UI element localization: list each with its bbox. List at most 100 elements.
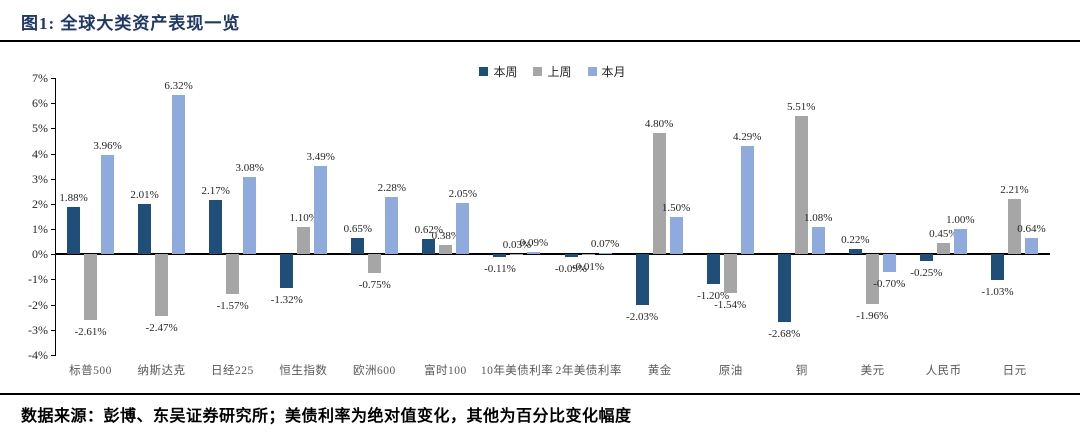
value-label-本周-欧洲600: 0.65% — [343, 222, 373, 235]
bar-上周-2年美债利率 — [581, 254, 595, 256]
bar-本月-欧洲600 — [385, 196, 399, 255]
y-tick-mark — [51, 254, 56, 256]
value-label-本月-标普500: 3.96% — [93, 139, 122, 152]
bar-上周-标普500 — [84, 254, 98, 320]
value-label-上周-纳斯达克: -2.47% — [145, 322, 178, 335]
value-label-上周-日经225: -1.57% — [216, 299, 249, 312]
x-axis-label-text: 标普500 — [69, 365, 112, 377]
bar-本周-恒生指数 — [280, 254, 294, 288]
bar-本周-10年美债利率 — [493, 254, 507, 258]
x-axis-label-黄金: 黄金 — [624, 362, 695, 378]
value-label-本周-富时100: 0.62% — [414, 223, 444, 236]
bar-上周-纳斯达克 — [155, 254, 169, 317]
y-tick-label: 5% — [32, 121, 48, 136]
value-label-本月-纳斯达克: 6.32% — [164, 80, 193, 93]
x-axis-label-人民币: 人民币 — [908, 362, 979, 378]
value-label-本月-欧洲600: 2.28% — [377, 181, 407, 194]
y-tick-mark — [51, 279, 56, 281]
zero-axis-line — [55, 253, 1050, 256]
x-axis-label-纳斯达克: 纳斯达克 — [126, 362, 197, 378]
value-label-本月-黄金: 1.50% — [661, 201, 691, 214]
x-axis-labels: 标普500 纳斯达克 日经225 恒生指数 欧洲600 富时100 10年美债利率 2年美债利… — [55, 362, 1050, 378]
value-label-上周-人民币: 0.45% — [929, 227, 958, 240]
bar-上周-铜 — [794, 115, 808, 255]
x-axis-label-原油: 原油 — [695, 362, 766, 378]
legend-label: 本周 — [493, 65, 518, 79]
x-axis-label-铜: 铜 — [766, 362, 837, 378]
bar-本月-原油 — [740, 146, 754, 255]
value-label-本月-2年美债利率: 0.07% — [590, 237, 620, 250]
y-axis-line — [55, 78, 56, 355]
value-label-本周-黄金: -2.03% — [626, 311, 659, 324]
bar-上周-黄金 — [652, 133, 666, 255]
bar-上周-美元 — [865, 254, 879, 304]
value-label-上周-恒生指数: 1.10% — [289, 211, 318, 224]
y-tick-label: 3% — [32, 171, 48, 186]
bar-本月-2年美债利率 — [598, 252, 612, 255]
legend: 本周 上周 本月 — [55, 63, 1050, 80]
x-axis-label-text: 黄金 — [647, 365, 672, 377]
bar-本月-10年美债利率 — [527, 252, 541, 255]
y-tick-mark — [51, 103, 56, 105]
x-axis-label-text: 富时100 — [423, 365, 467, 377]
x-axis-label-text: 原油 — [718, 365, 743, 377]
x-axis-label-恒生指数: 恒生指数 — [268, 362, 339, 378]
bar-本月-美元 — [882, 254, 896, 272]
bar-上周-恒生指数 — [297, 226, 311, 255]
y-tick-label: 0% — [32, 247, 48, 262]
value-label-上周-美元: -1.96% — [856, 309, 889, 322]
bar-本月-铜 — [811, 227, 825, 255]
y-tick-mark — [51, 128, 56, 130]
value-label-上周-2年美债利率: -0.01% — [571, 260, 605, 273]
bar-本周-富时100 — [422, 238, 436, 255]
bar-本周-日元 — [990, 254, 1004, 281]
bar-上周-日经225 — [226, 254, 240, 294]
bar-上周-人民币 — [936, 242, 950, 255]
y-tick-label: 6% — [32, 96, 48, 111]
bar-本周-原油 — [706, 254, 720, 285]
y-tick-mark — [51, 355, 56, 356]
bar-上周-欧洲600 — [368, 254, 382, 274]
bar-上周-日元 — [1007, 198, 1021, 255]
value-label-本周-纳斯达克: 2.01% — [130, 188, 159, 201]
bar-本月-标普500 — [101, 154, 115, 255]
bar-本周-纳斯达克 — [138, 203, 152, 255]
bar-本周-人民币 — [919, 254, 933, 261]
bar-本周-铜 — [777, 254, 791, 322]
y-tick-mark — [51, 329, 56, 331]
x-axis-label-10年美债利率: 10年美债利率 — [481, 362, 554, 378]
title-divider-line — [0, 40, 1080, 42]
x-axis-label-欧洲600: 欧洲600 — [339, 362, 410, 378]
figure-title: 图1: 全球大类资产表现一览 — [21, 14, 241, 33]
x-axis-label-text: 铜 — [795, 365, 808, 377]
x-axis-label-text: 2年美债利率 — [555, 365, 622, 377]
legend-label: 上周 — [547, 65, 572, 79]
value-label-上周-欧洲600: -0.75% — [358, 279, 391, 292]
bar-本周-美元 — [848, 248, 862, 255]
bar-本月-黄金 — [669, 216, 683, 255]
legend-swatch-icon — [533, 67, 543, 76]
value-label-本月-铜: 1.08% — [804, 212, 833, 225]
bar-本周-日经225 — [209, 199, 223, 255]
value-label-本周-铜: -2.68% — [768, 327, 801, 340]
bar-上周-10年美债利率 — [510, 253, 524, 255]
footer-divider-line — [0, 393, 1080, 395]
legend-item-本周: 本周 — [479, 63, 517, 80]
x-axis-label-日经225: 日经225 — [197, 362, 268, 378]
y-tick-mark — [51, 78, 56, 79]
source-note: 数据来源：彭博、东吴证券研究所；美债利率为绝对值变化，其他为百分比变化幅度 — [21, 408, 632, 425]
value-label-本周-2年美债利率: -0.09% — [554, 262, 588, 275]
value-label-上周-黄金: 4.80% — [644, 118, 674, 131]
y-tick-label: 4% — [32, 146, 48, 161]
value-label-本月-日经225: 3.08% — [235, 161, 264, 174]
value-label-本月-恒生指数: 3.49% — [306, 151, 335, 164]
y-tick-label: -4% — [28, 348, 48, 362]
x-axis-label-美元: 美元 — [837, 362, 908, 378]
x-axis-label-text: 纳斯达克 — [137, 365, 186, 377]
bar-本周-欧洲600 — [351, 237, 365, 255]
value-label-本月-人民币: 1.00% — [946, 214, 975, 227]
x-axis-label-富时100: 富时100 — [410, 362, 481, 378]
value-label-上周-铜: 5.51% — [787, 100, 816, 113]
x-axis-label-2年美债利率: 2年美债利率 — [553, 362, 624, 378]
